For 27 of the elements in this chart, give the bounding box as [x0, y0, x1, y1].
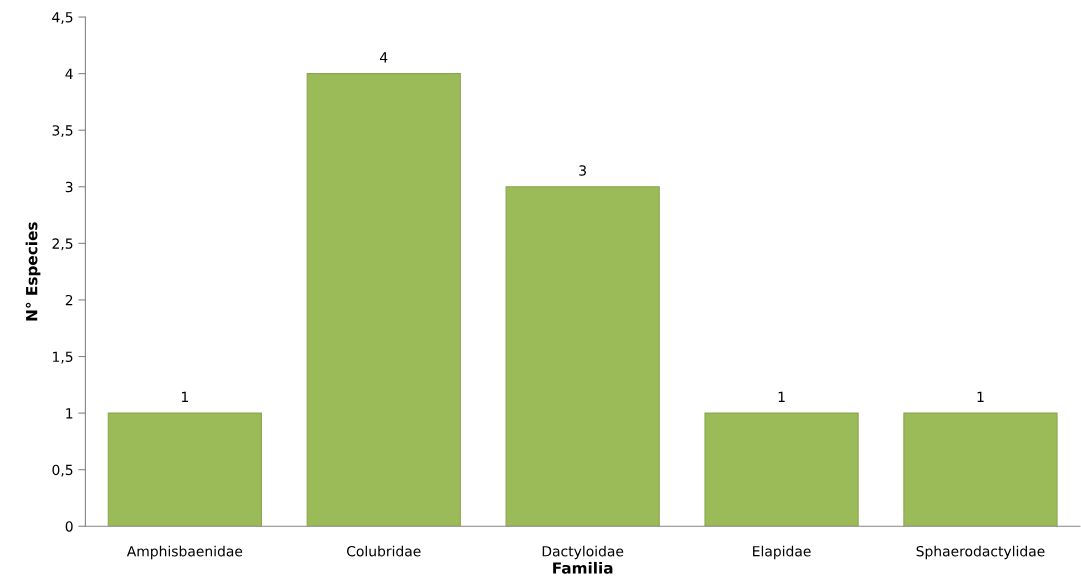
- bar: [306, 73, 461, 527]
- y-tick-label: 0,5: [52, 464, 73, 477]
- y-tick-label: 4,5: [52, 12, 73, 24]
- data-label: 1: [181, 391, 188, 402]
- y-tick-label: 1: [66, 408, 73, 419]
- data-label: 1: [977, 391, 984, 402]
- x-tick-label: Colubridae: [346, 545, 421, 557]
- data-label: 3: [579, 165, 586, 176]
- bar: [107, 412, 262, 527]
- y-tick-label: 4: [65, 68, 73, 79]
- data-label: 1: [778, 391, 785, 402]
- y-tick-label: 3: [65, 181, 73, 193]
- data-label: 4: [380, 52, 388, 63]
- bar: [704, 412, 859, 527]
- y-tick-label: 3,5: [52, 125, 73, 138]
- y-axis-title: N° Especies: [25, 222, 41, 321]
- bar: [903, 412, 1058, 527]
- y-tick-label: 0: [65, 521, 73, 532]
- y-tick-label: 1,5: [53, 351, 73, 364]
- x-tick-label: Elapidae: [753, 545, 811, 560]
- y-tick-label: 2,5: [52, 238, 73, 251]
- y-tick-label: 2: [65, 294, 73, 306]
- x-axis-title: Familia: [553, 561, 613, 574]
- x-tick-label: Sphaerodactylidae: [916, 545, 1045, 560]
- bar: [505, 186, 660, 527]
- x-tick-label: Dactyloidae: [542, 545, 624, 560]
- x-tick-label: Amphisbaenidae: [126, 545, 243, 560]
